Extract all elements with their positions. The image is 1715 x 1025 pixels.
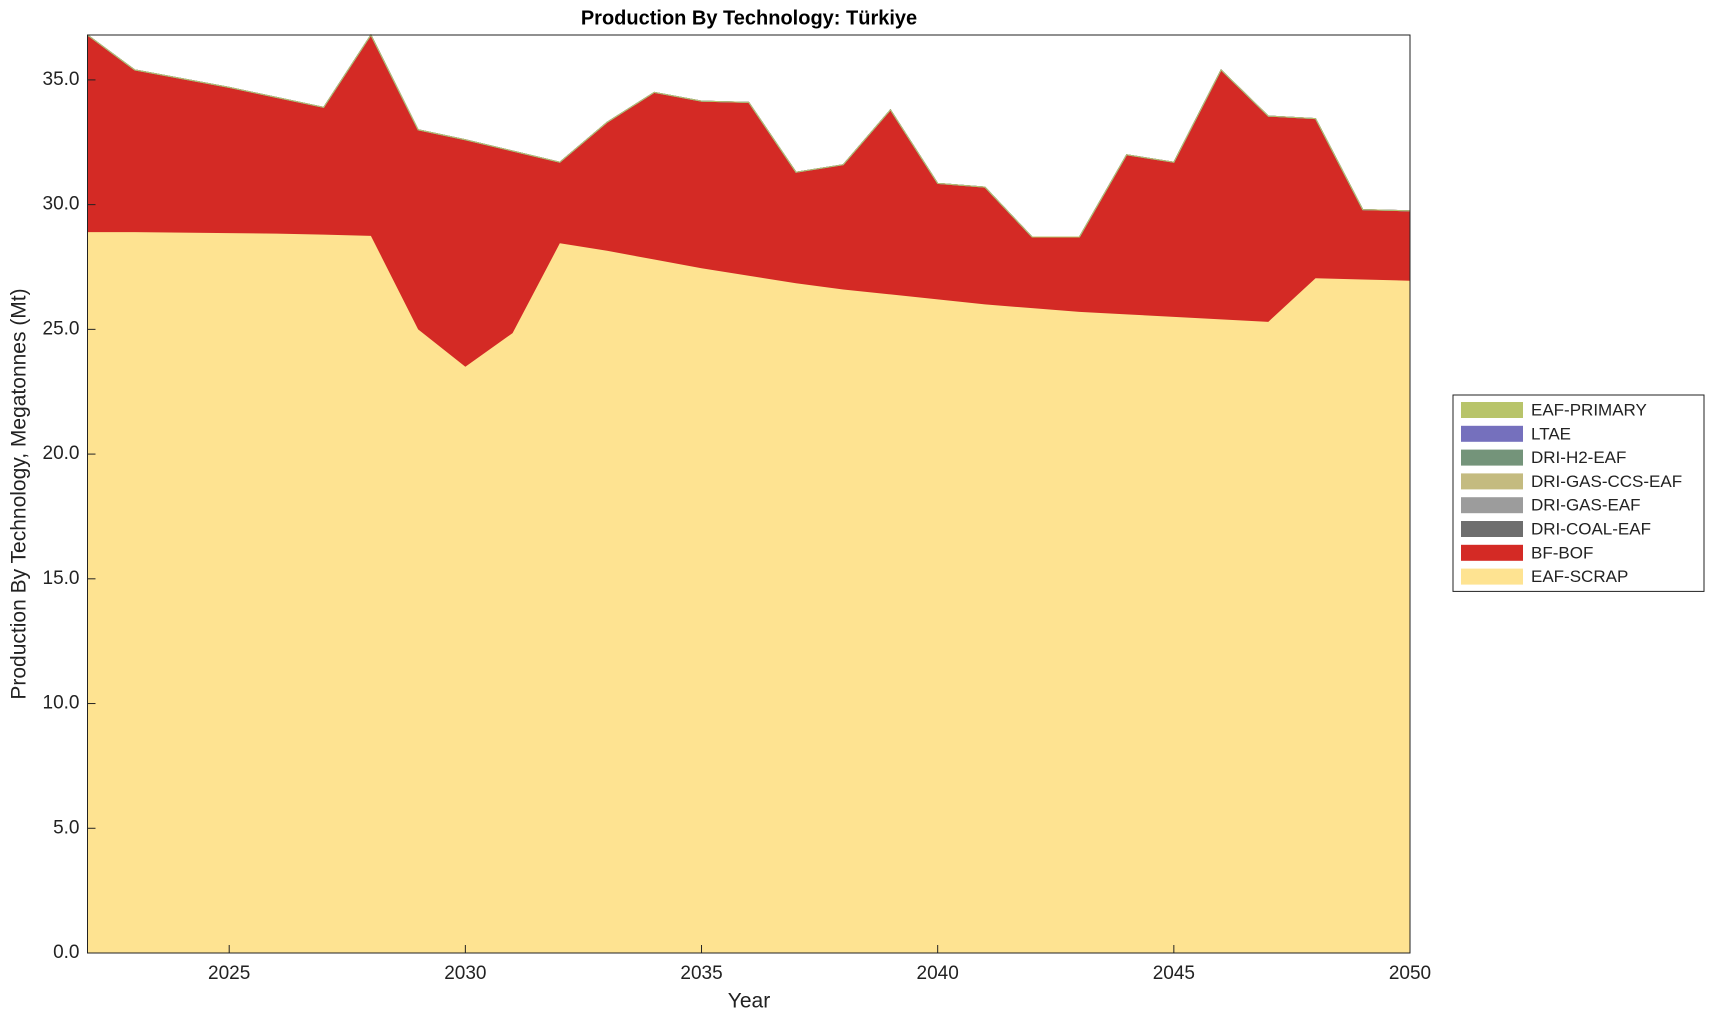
y-tick-label: 5.0 (53, 817, 79, 838)
legend-label: EAF-SCRAP (1531, 567, 1628, 586)
y-tick-label: 0.0 (53, 942, 79, 963)
x-tick-label: 2050 (1389, 963, 1431, 984)
y-tick-label: 15.0 (43, 568, 80, 589)
plot-frame (87, 34, 1411, 954)
chart-title: Production By Technology: Türkiye (581, 7, 917, 29)
legend-label: LTAE (1531, 424, 1571, 443)
legend-swatch (1461, 473, 1523, 490)
legend-label: DRI-COAL-EAF (1531, 519, 1651, 538)
legend-swatch (1461, 568, 1523, 585)
x-tick-label: 2030 (444, 963, 486, 984)
area-fill (87, 35, 1410, 367)
y-tick-label: 35.0 (43, 69, 80, 90)
x-tick-label: 2045 (1153, 963, 1195, 984)
legend-label: EAF-PRIMARY (1531, 400, 1647, 419)
legend-swatch (1461, 521, 1523, 537)
area-edge (87, 33, 1411, 238)
x-tick-label: 2025 (208, 963, 250, 984)
y-axis-label: Production By Technology, Megatonnes (Mt… (8, 288, 31, 699)
legend-label: DRI-GAS-CCS-EAF (1531, 472, 1682, 491)
legend-swatch (1461, 402, 1523, 418)
legend-label: DRI-H2-EAF (1531, 448, 1626, 467)
legend-swatch (1461, 497, 1523, 514)
legend-label: DRI-GAS-EAF (1531, 496, 1641, 515)
legend-swatch (1461, 449, 1523, 466)
area-fill (87, 232, 1410, 953)
legend-label: BF-BOF (1531, 543, 1593, 562)
x-axis-label: Year (728, 990, 770, 1013)
legend-swatch (1461, 425, 1523, 442)
y-tick-label: 10.0 (43, 693, 80, 714)
y-tick-label: 30.0 (43, 194, 80, 215)
y-tick-label: 20.0 (43, 443, 80, 464)
legend-swatch (1461, 544, 1523, 561)
x-tick-label: 2035 (680, 963, 722, 984)
x-tick-label: 2040 (917, 963, 959, 984)
y-tick-label: 25.0 (43, 318, 80, 339)
